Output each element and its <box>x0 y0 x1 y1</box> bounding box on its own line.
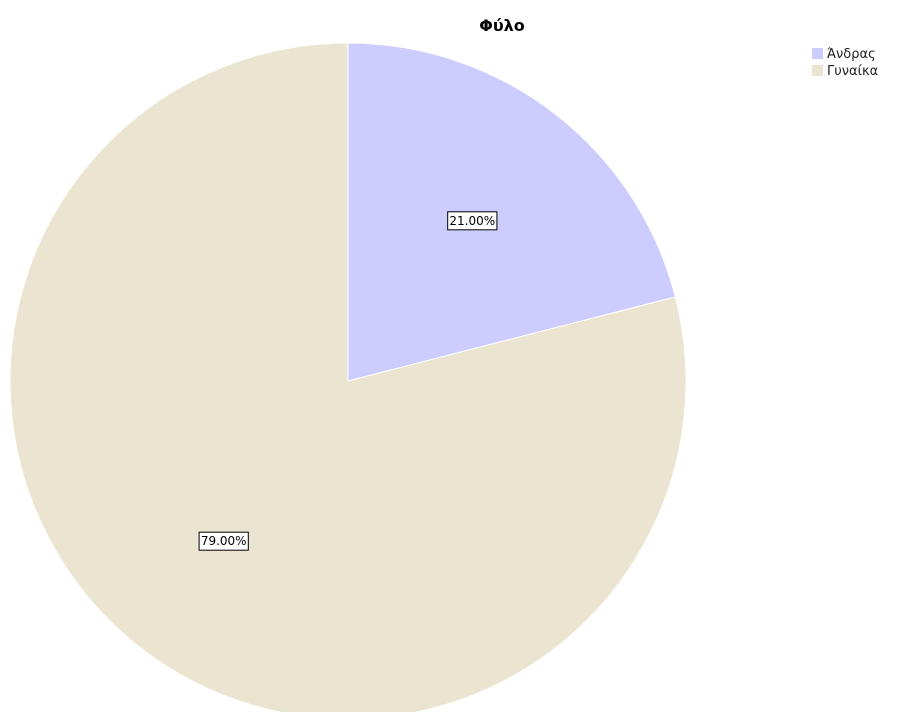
data-label-2: 79.00% <box>198 531 249 551</box>
pie-slice-2 <box>9 42 687 712</box>
pie-slices <box>9 42 687 712</box>
legend: Άνδρας Γυναίκα <box>812 47 878 79</box>
data-label-text: 79.00% <box>201 534 247 548</box>
legend-swatch <box>812 65 823 76</box>
legend-label: Άνδρας <box>827 47 876 62</box>
data-label-text: 21.00% <box>449 214 495 228</box>
legend-swatch <box>812 48 823 59</box>
data-label-box <box>198 531 249 551</box>
legend-item-2: Γυναίκα <box>812 64 878 79</box>
chart-title: Φύλο <box>479 16 525 35</box>
data-label-box <box>447 211 498 231</box>
data-label-1: 21.00% <box>447 211 498 231</box>
data-labels: 21.00% 79.00% <box>198 211 498 551</box>
legend-label: Γυναίκα <box>827 64 878 79</box>
legend-item-1: Άνδρας <box>812 47 876 62</box>
pie-slice-1 <box>347 42 676 382</box>
